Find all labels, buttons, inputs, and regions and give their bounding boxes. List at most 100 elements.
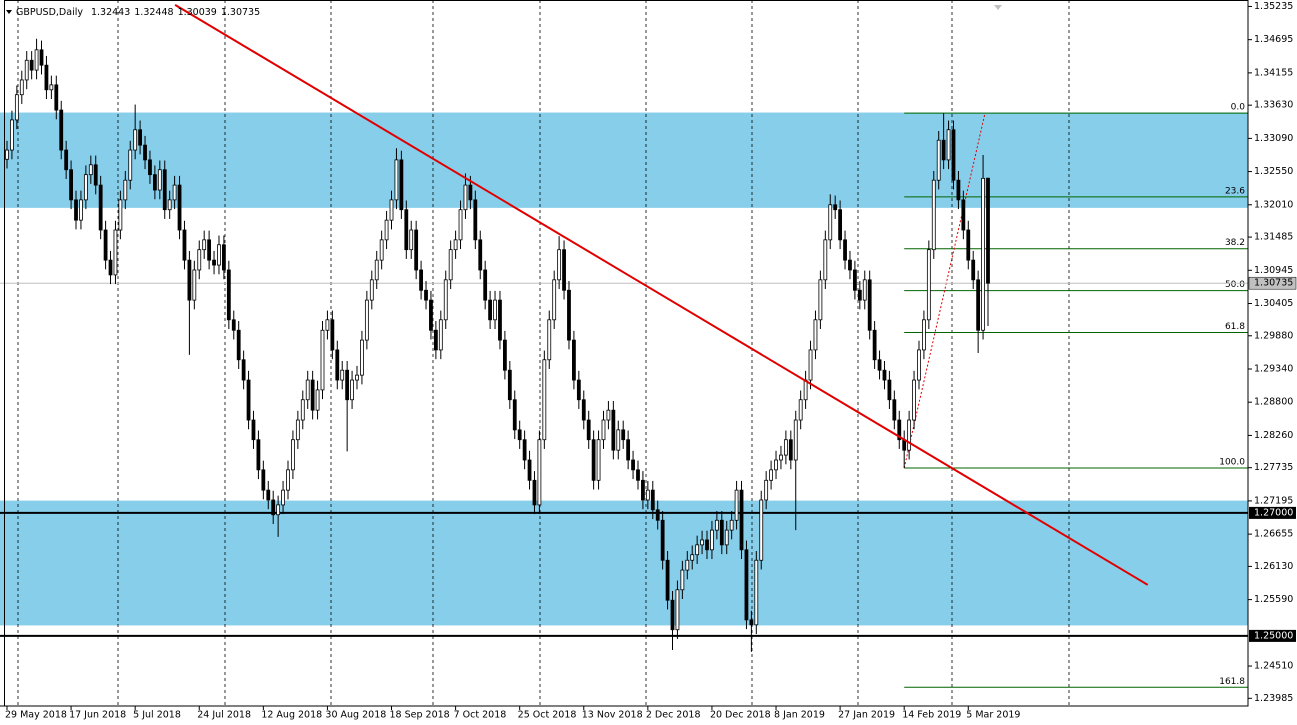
candle-body bbox=[621, 429, 626, 441]
candle-body bbox=[488, 299, 493, 321]
candle-body bbox=[685, 559, 690, 571]
candle-body bbox=[236, 329, 241, 361]
candle-body bbox=[690, 554, 695, 561]
x-tick-label: 20 Dec 2018 bbox=[710, 710, 771, 721]
candle-body bbox=[222, 244, 226, 271]
y-tick-label: 1.32010 bbox=[1254, 199, 1293, 210]
candle-body bbox=[424, 289, 428, 301]
candle-body bbox=[917, 349, 921, 381]
candle-body bbox=[350, 379, 354, 401]
candle-body bbox=[887, 379, 892, 401]
candle-body bbox=[981, 177, 985, 331]
candle-body bbox=[29, 59, 34, 71]
candle-body bbox=[192, 269, 197, 301]
candle-body bbox=[655, 509, 660, 521]
candle-body bbox=[695, 544, 700, 556]
fibonacci-trend bbox=[903, 113, 986, 469]
candle-body bbox=[103, 229, 108, 261]
candle-body bbox=[172, 184, 177, 201]
x-tick-label: 12 Aug 2018 bbox=[261, 710, 322, 721]
candle-body bbox=[468, 184, 473, 201]
candle-body bbox=[739, 489, 744, 551]
candle-body bbox=[650, 489, 655, 511]
candle-body bbox=[419, 269, 423, 291]
y-tick-label: 1.27735 bbox=[1254, 462, 1293, 473]
x-tick-label: 7 Oct 2018 bbox=[454, 710, 507, 721]
candle-body bbox=[157, 169, 162, 191]
candle-body bbox=[798, 399, 803, 421]
candle-body bbox=[591, 439, 596, 481]
header-low: 1.30039 bbox=[178, 7, 217, 18]
candle-body bbox=[325, 319, 330, 331]
y-tick-label: 1.23985 bbox=[1254, 693, 1293, 704]
y-tick-label: 1.33090 bbox=[1254, 133, 1293, 144]
x-tick-label: 13 Nov 2018 bbox=[582, 710, 643, 721]
candle-body bbox=[182, 229, 187, 261]
candle-body bbox=[877, 359, 882, 371]
candle-body bbox=[246, 379, 251, 421]
candle-body bbox=[433, 329, 438, 351]
candle-body bbox=[719, 519, 724, 546]
candle-body bbox=[705, 539, 709, 551]
x-tick-label: 29 May 2018 bbox=[5, 710, 67, 721]
candle-body bbox=[443, 279, 448, 321]
y-tick-label: 1.33630 bbox=[1254, 100, 1293, 111]
candle-body bbox=[143, 144, 147, 161]
x-tick-label: 25 Oct 2018 bbox=[518, 710, 577, 721]
candle-body bbox=[261, 469, 266, 491]
y-tick-label: 1.31485 bbox=[1254, 232, 1293, 243]
candle-body bbox=[596, 439, 601, 481]
candle-body bbox=[320, 329, 325, 391]
candle-body bbox=[93, 164, 98, 186]
candle-body bbox=[852, 269, 857, 291]
candle-body bbox=[118, 199, 123, 231]
candle-body bbox=[369, 279, 374, 301]
candle-body bbox=[813, 319, 818, 351]
candle-body bbox=[345, 369, 350, 401]
candle-body bbox=[562, 249, 566, 291]
candle-body bbox=[793, 419, 798, 461]
candle-body bbox=[961, 199, 966, 231]
candle-body bbox=[848, 259, 852, 271]
candle-body bbox=[803, 379, 808, 401]
x-tick-label: 27 Jan 2019 bbox=[838, 710, 895, 721]
price-level-label: 1.27000 bbox=[1254, 507, 1293, 518]
candle-body bbox=[281, 489, 285, 506]
candle-body bbox=[936, 139, 941, 181]
candle-body bbox=[315, 389, 320, 411]
candle-body bbox=[882, 369, 887, 381]
candle-body bbox=[340, 369, 345, 381]
chart-header: GBPUSD,Daily 1.32443 1.32448 1.30039 1.30735 bbox=[16, 7, 260, 18]
header-close: 1.30735 bbox=[221, 7, 260, 18]
candle-body bbox=[69, 169, 73, 201]
candle-body bbox=[429, 299, 433, 331]
y-tick-label: 1.32550 bbox=[1254, 166, 1293, 177]
candle-body bbox=[152, 174, 157, 191]
time-axis-panel bbox=[0, 706, 1297, 725]
plot-border bbox=[4, 0, 1249, 707]
candle-body bbox=[379, 239, 384, 261]
candle-body bbox=[394, 159, 399, 201]
candle-body bbox=[779, 454, 783, 461]
fibonacci-label: 0.0 bbox=[1231, 103, 1246, 113]
trend-line bbox=[174, 4, 1149, 586]
y-tick-label: 1.25590 bbox=[1254, 594, 1293, 605]
candle-body bbox=[399, 159, 404, 211]
candle-body bbox=[986, 177, 990, 284]
candle-body bbox=[843, 239, 847, 261]
candle-body bbox=[636, 469, 640, 481]
current-price-label: 1.30735 bbox=[1254, 278, 1293, 289]
candle-body bbox=[926, 249, 931, 321]
candle-body bbox=[483, 269, 488, 301]
candle-body bbox=[493, 299, 497, 321]
candle-body bbox=[616, 429, 621, 451]
candle-body bbox=[567, 289, 571, 341]
candle-body bbox=[98, 184, 103, 231]
candle-body bbox=[88, 164, 93, 176]
candle-body bbox=[823, 239, 828, 281]
candle-body bbox=[527, 459, 532, 481]
candle-body bbox=[256, 439, 261, 471]
candle-body bbox=[828, 204, 833, 241]
candle-body bbox=[572, 339, 576, 381]
fibonacci-label: 61.8 bbox=[1225, 322, 1245, 332]
